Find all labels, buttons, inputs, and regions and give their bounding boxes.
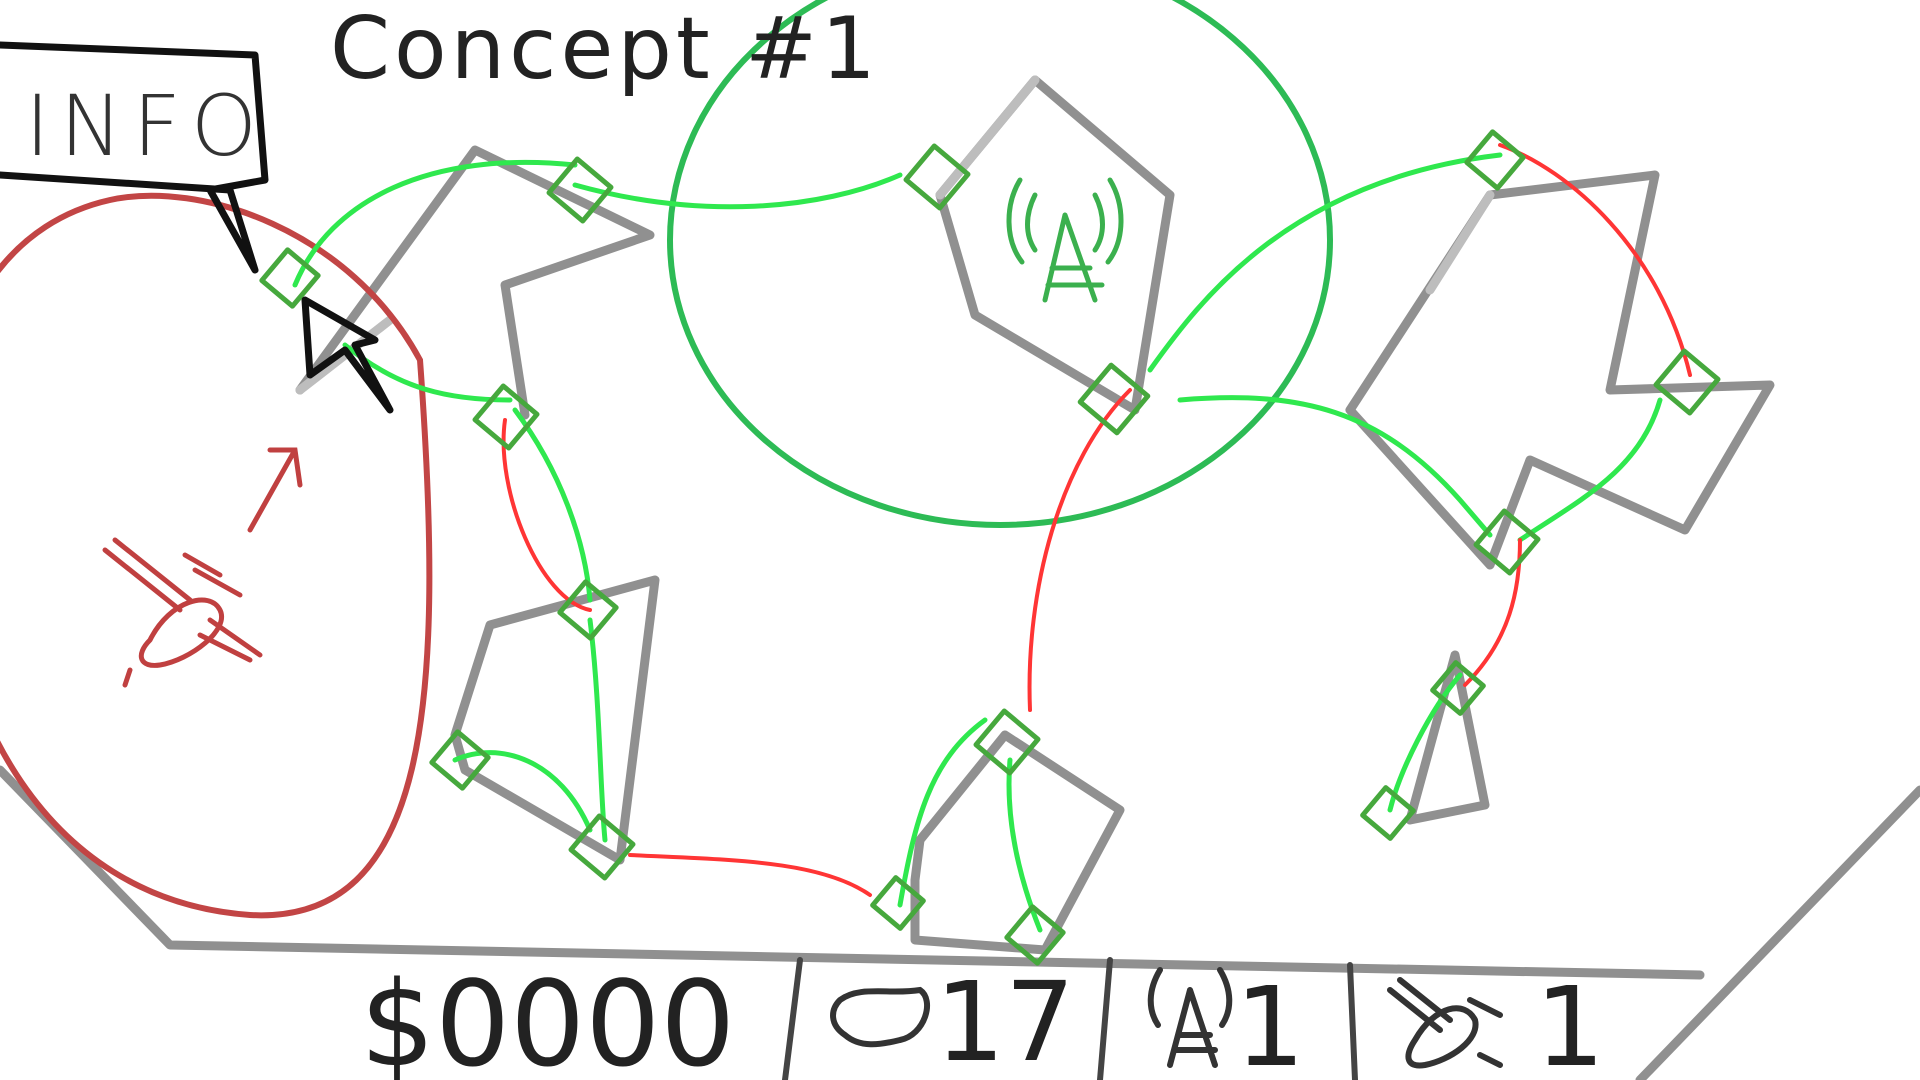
node[interactable] xyxy=(1473,508,1541,576)
node[interactable] xyxy=(546,156,614,224)
satellite-range-ring xyxy=(0,192,433,919)
city-blob-icon xyxy=(830,986,931,1048)
node[interactable] xyxy=(1360,785,1416,841)
satellite-count-icon xyxy=(1387,977,1503,1069)
node[interactable] xyxy=(1653,348,1721,416)
radio-tower-icon[interactable] xyxy=(1006,177,1124,303)
node[interactable] xyxy=(973,708,1041,776)
node[interactable] xyxy=(1430,660,1486,716)
node[interactable] xyxy=(472,383,540,451)
page-title: Concept #1 xyxy=(330,0,880,99)
tower-count-icon xyxy=(1147,967,1233,1068)
node[interactable] xyxy=(568,813,636,881)
satellite-icon[interactable] xyxy=(102,447,303,688)
info-button[interactable]: INFO xyxy=(0,41,269,274)
money-value: $0000 xyxy=(360,955,735,1080)
hud-divider xyxy=(1097,957,1113,1080)
hud-divider xyxy=(1347,962,1358,1080)
network-nodes[interactable] xyxy=(259,129,1721,966)
towers-count: 1 xyxy=(1235,963,1305,1080)
cities-count: 17 xyxy=(935,958,1075,1080)
node[interactable] xyxy=(903,143,971,211)
node[interactable] xyxy=(1004,904,1066,966)
map-outlines xyxy=(295,75,1775,955)
node[interactable] xyxy=(429,729,491,791)
frame-right-edge xyxy=(1635,785,1920,1080)
tower-coverage-ring xyxy=(667,0,1333,528)
frame-left-edge xyxy=(0,765,1705,980)
node[interactable] xyxy=(557,579,619,641)
hud-bar: $0000 17 1 1 xyxy=(360,955,1605,1080)
node[interactable] xyxy=(1077,362,1151,436)
node[interactable] xyxy=(870,875,926,931)
satellites-count: 1 xyxy=(1535,963,1605,1080)
cursor-icon xyxy=(301,296,394,414)
hud-divider xyxy=(782,957,803,1080)
node[interactable] xyxy=(1464,129,1526,191)
info-button-label: INFO xyxy=(25,77,267,175)
node[interactable] xyxy=(259,247,321,309)
